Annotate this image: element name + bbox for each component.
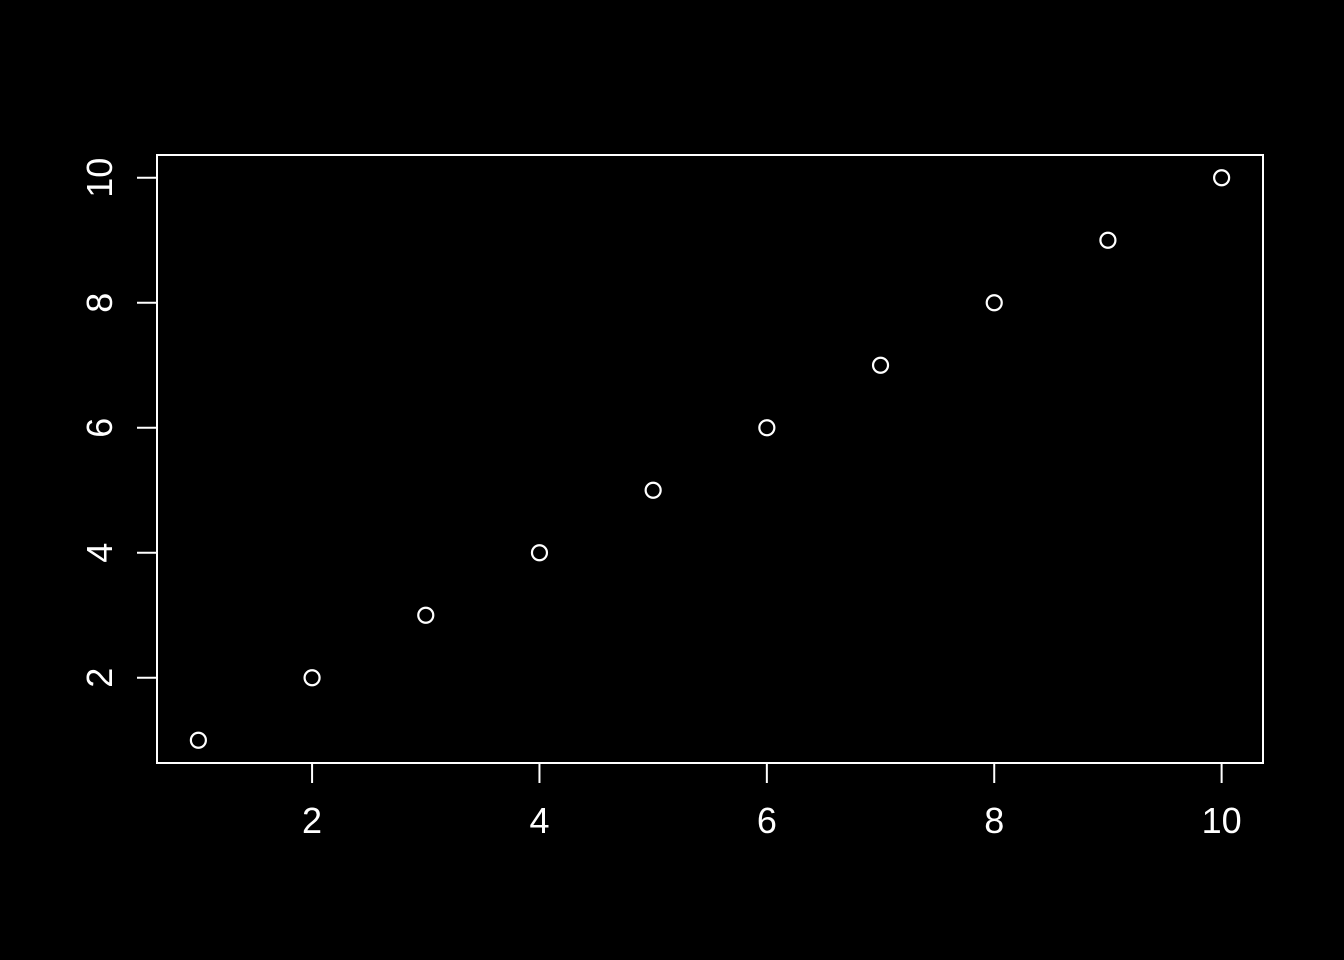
plot-box bbox=[156, 154, 1264, 764]
y-axis-tick-label: 6 bbox=[79, 418, 120, 438]
y-axis-tick-label: 2 bbox=[79, 668, 120, 688]
x-axis-tick-label: 4 bbox=[529, 800, 549, 841]
x-axis-tick-label: 10 bbox=[1202, 800, 1242, 841]
y-axis-tick-label: 8 bbox=[79, 293, 120, 313]
data-point bbox=[644, 481, 662, 499]
data-point bbox=[1099, 231, 1117, 249]
data-point bbox=[417, 606, 435, 624]
x-axis-tick-label: 6 bbox=[757, 800, 777, 841]
y-axis-tick-label: 4 bbox=[79, 543, 120, 563]
y-axis-tick-label: 10 bbox=[79, 158, 120, 198]
data-point bbox=[1213, 169, 1231, 187]
data-point bbox=[871, 356, 890, 374]
data-point bbox=[985, 294, 1003, 312]
data-point bbox=[530, 544, 549, 562]
data-point bbox=[189, 731, 207, 749]
x-axis-tick-label: 2 bbox=[302, 800, 322, 841]
data-point bbox=[303, 669, 321, 687]
x-axis-tick-label: 8 bbox=[984, 800, 1004, 841]
data-point bbox=[758, 419, 776, 437]
